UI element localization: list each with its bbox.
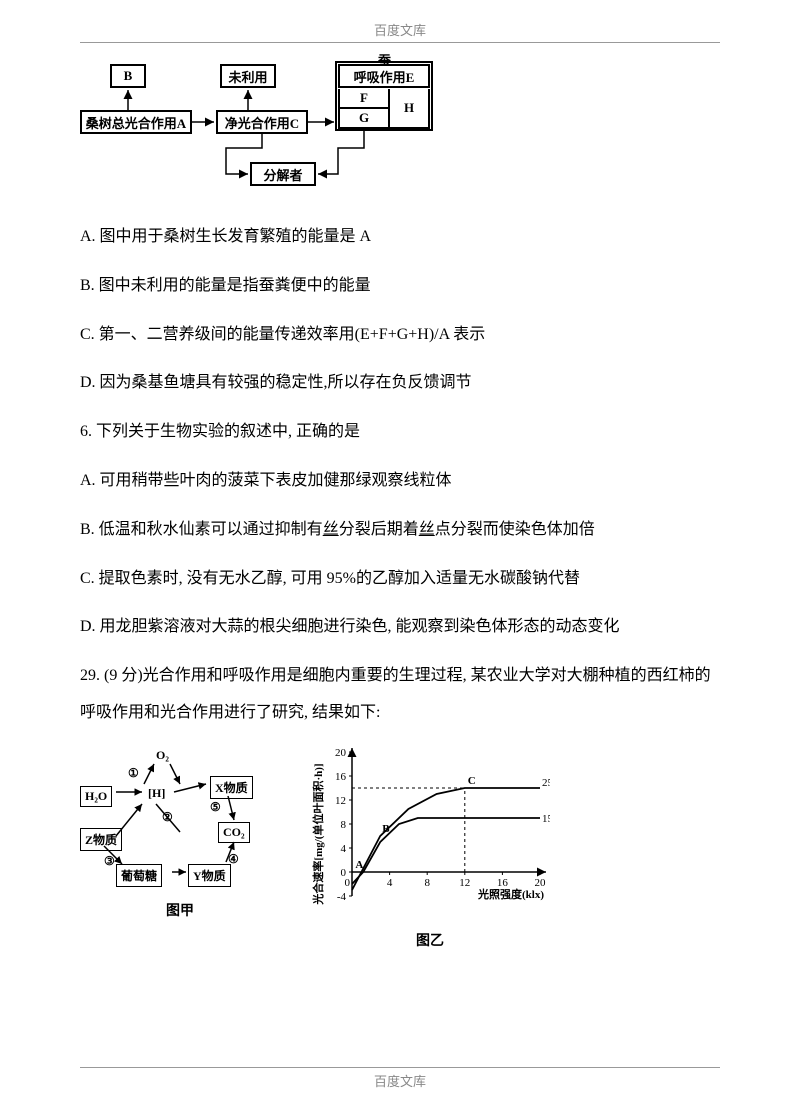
energy-flow-diagram: 蚕 B 未利用 呼吸作用E F G H 桑树总光合作用A 净光合作用C 分解者 [80, 52, 725, 197]
svg-text:光合速率[mg/(单位叶面积·h)]: 光合速率[mg/(单位叶面积·h)] [311, 763, 325, 905]
q6-b-post: 点分裂而使染色体加倍 [435, 521, 595, 538]
q6-b-u1: 丝 [323, 521, 339, 538]
svg-text:B: B [382, 823, 390, 835]
q6-stem: 6. 下列关于生物实验的叙述中, 正确的是 [80, 414, 725, 451]
svg-text:12: 12 [459, 877, 470, 889]
page-footer: 百度文库 [0, 1063, 800, 1090]
chart-svg: -404812162048121620025 ℃15 ℃ABC光照强度(klx)… [310, 744, 550, 924]
svg-text:A: A [355, 859, 363, 871]
q6-a: A. 可用稍带些叶肉的菠菜下表皮加健那绿观察线粒体 [80, 463, 725, 500]
header-text: 百度文库 [374, 23, 426, 38]
caption-yi: 图乙 [310, 930, 550, 950]
q6-b-u2: 丝 [419, 521, 435, 538]
svg-text:20: 20 [535, 877, 547, 889]
opt-d: D. 因为桑基鱼塘具有较强的稳定性,所以存在负反馈调节 [80, 365, 725, 402]
figure-jia: H₂O O₂ [H] X物质 Z物质 CO₂ 葡萄糖 Y物质 ① ② ③ ④ ⑤ [80, 744, 280, 950]
caption-jia: 图甲 [80, 900, 280, 920]
q6-b-mid: 分裂后期着 [339, 521, 419, 538]
q6-c: C. 提取色素时, 没有无水乙醇, 可用 95%的乙醇加入适量无水碳酸钠代替 [80, 561, 725, 598]
svg-text:20: 20 [335, 747, 347, 759]
opt-b: B. 图中未利用的能量是指蚕粪便中的能量 [80, 268, 725, 305]
footer-text: 百度文库 [374, 1074, 426, 1089]
q6-d: D. 用龙胆紫溶液对大蒜的根尖细胞进行染色, 能观察到染色体形态的动态变化 [80, 609, 725, 646]
q6-b-pre: B. 低温和秋水仙素可以通过抑制有 [80, 521, 323, 538]
figure-yi: -404812162048121620025 ℃15 ℃ABC光照强度(klx)… [310, 744, 550, 950]
svg-text:4: 4 [341, 843, 347, 855]
svg-text:25 ℃: 25 ℃ [542, 777, 550, 789]
svg-text:-4: -4 [337, 891, 347, 903]
svg-text:16: 16 [497, 877, 509, 889]
svg-text:0: 0 [345, 877, 351, 889]
svg-text:8: 8 [341, 819, 347, 831]
page-header: 百度文库 [0, 20, 800, 47]
d2-arrows [80, 744, 280, 894]
header-rule [80, 42, 720, 43]
diagram1-arrows [80, 52, 480, 197]
opt-a: A. 图中用于桑树生长发育繁殖的能量是 A [80, 219, 725, 256]
svg-text:C: C [468, 775, 476, 787]
q29: 29. (9 分)光合作用和呼吸作用是细胞内重要的生理过程, 某农业大学对大棚种… [80, 658, 725, 732]
footer-rule [80, 1067, 720, 1068]
svg-text:12: 12 [335, 795, 346, 807]
svg-text:16: 16 [335, 771, 347, 783]
content-area: 蚕 B 未利用 呼吸作用E F G H 桑树总光合作用A 净光合作用C 分解者 … [80, 52, 725, 950]
svg-text:8: 8 [424, 877, 430, 889]
opt-c: C. 第一、二营养级间的能量传递效率用(E+F+G+H)/A 表示 [80, 317, 725, 354]
svg-text:15 ℃: 15 ℃ [542, 813, 550, 825]
q6-b: B. 低温和秋水仙素可以通过抑制有丝分裂后期着丝点分裂而使染色体加倍 [80, 512, 725, 549]
svg-text:光照强度(klx): 光照强度(klx) [477, 887, 544, 901]
svg-text:4: 4 [387, 877, 393, 889]
figure-row: H₂O O₂ [H] X物质 Z物质 CO₂ 葡萄糖 Y物质 ① ② ③ ④ ⑤ [80, 744, 725, 950]
